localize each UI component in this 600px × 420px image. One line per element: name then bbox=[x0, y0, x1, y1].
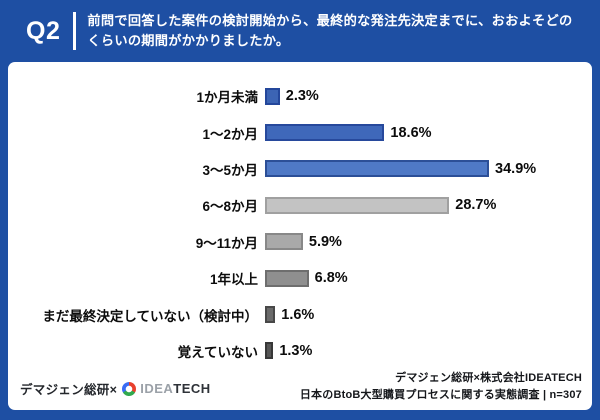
bar bbox=[265, 306, 276, 324]
value-label: 28.7% bbox=[455, 197, 497, 214]
question-text: 前問で回答した案件の検討開始から、最終的な発注先決定までに、おおよそどの くらい… bbox=[87, 11, 572, 52]
bar bbox=[265, 160, 490, 178]
bar-chart: 1か月未満 2.3% 1〜2か月 18.6% 3〜5か月 34.9% 6〜8か月… bbox=[8, 78, 592, 369]
value-label: 34.9% bbox=[495, 160, 537, 177]
value-label: 6.8% bbox=[314, 270, 348, 287]
question-number: Q2 bbox=[26, 16, 61, 45]
category-label: まだ最終決定していない（検討中） bbox=[42, 308, 258, 324]
bar bbox=[265, 87, 280, 105]
brand-lockup: デマジェン総研× IDEA TECH bbox=[20, 379, 211, 398]
category-label: 9〜11か月 bbox=[195, 235, 258, 251]
category-label: 6〜8か月 bbox=[202, 199, 258, 215]
value-label: 1.6% bbox=[281, 306, 315, 323]
category-label: 1〜2か月 bbox=[202, 126, 258, 142]
survey-credit: デマジェン総研×株式会社IDEATECH 日本のBtoB大型購買プロセスに関する… bbox=[300, 370, 582, 403]
chart-row: 1〜2か月 18.6% bbox=[8, 114, 592, 150]
credit-line-1: デマジェン総研×株式会社IDEATECH bbox=[395, 372, 582, 384]
question-line-2: くらいの期間がかかりましたか。 bbox=[87, 33, 290, 48]
chart-panel: 1か月未満 2.3% 1〜2か月 18.6% 3〜5か月 34.9% 6〜8か月… bbox=[8, 62, 592, 410]
bar bbox=[265, 342, 274, 360]
bar bbox=[265, 233, 303, 251]
ideatech-rgb-logo-icon bbox=[122, 381, 137, 396]
question-line-1: 前問で回答した案件の検討開始から、最終的な発注先決定までに、おおよそどの bbox=[87, 12, 573, 28]
chart-row: 1年以上 6.8% bbox=[8, 260, 592, 296]
chart-row: 9〜11か月 5.9% bbox=[8, 224, 592, 260]
category-label: 覚えていない bbox=[177, 344, 258, 360]
value-label: 1.3% bbox=[279, 342, 313, 359]
chart-row: まだ最終決定していない（検討中） 1.6% bbox=[8, 296, 592, 332]
value-label: 2.3% bbox=[285, 88, 319, 105]
category-label: 1年以上 bbox=[209, 272, 258, 288]
header-divider bbox=[73, 12, 77, 50]
chart-row: 1か月未満 2.3% bbox=[8, 78, 592, 114]
logo-text-tech: TECH bbox=[173, 381, 211, 396]
value-label: 5.9% bbox=[308, 233, 342, 250]
chart-row: 3〜5か月 34.9% bbox=[8, 151, 592, 187]
brand-name: デマジェン総研× bbox=[20, 383, 118, 397]
category-label: 1か月未満 bbox=[196, 90, 258, 106]
category-label: 3〜5か月 bbox=[202, 162, 258, 178]
bar bbox=[265, 124, 385, 142]
question-header: Q2 前問で回答した案件の検討開始から、最終的な発注先決定までに、おおよそどの … bbox=[0, 0, 600, 62]
chart-row: 覚えていない 1.3% bbox=[8, 333, 592, 369]
value-label: 18.6% bbox=[390, 124, 432, 141]
chart-row: 6〜8か月 28.7% bbox=[8, 187, 592, 223]
logo-text-idea: IDEA bbox=[140, 381, 174, 396]
bar bbox=[265, 269, 309, 287]
credit-line-2: 日本のBtoB大型購買プロセスに関する実態調査 | n=307 bbox=[299, 388, 582, 401]
bar bbox=[265, 196, 450, 214]
